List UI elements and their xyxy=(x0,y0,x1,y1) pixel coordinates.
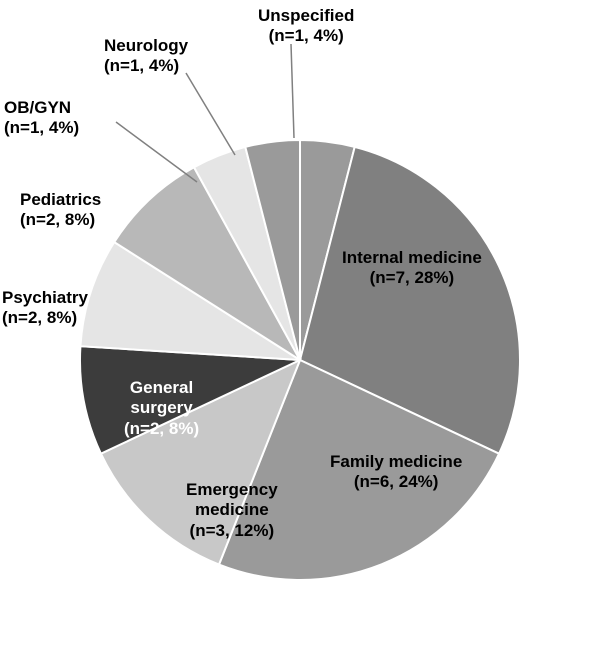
label-value-internal_medicine: (n=7, 28%) xyxy=(342,268,482,288)
label-name-internal_medicine: Internal medicine xyxy=(342,248,482,268)
label-value-neurology: (n=1, 4%) xyxy=(104,56,188,76)
label-family_medicine: Family medicine(n=6, 24%) xyxy=(330,452,462,493)
label-general_surgery: Generalsurgery(n=2, 8%) xyxy=(124,378,199,439)
label-unspecified: Unspecified(n=1, 4%) xyxy=(258,6,354,47)
label-value-general_surgery: (n=2, 8%) xyxy=(124,419,199,439)
label-name-emergency_medicine: Emergency xyxy=(186,480,278,500)
label-value-unspecified: (n=1, 4%) xyxy=(258,26,354,46)
label-psychiatry: Psychiatry(n=2, 8%) xyxy=(2,288,88,329)
label-name-general_surgery: General xyxy=(124,378,199,398)
label-pediatrics: Pediatrics(n=2, 8%) xyxy=(20,190,101,231)
label-obgyn: OB/GYN(n=1, 4%) xyxy=(4,98,79,139)
label-value-family_medicine: (n=6, 24%) xyxy=(330,472,462,492)
label-name-unspecified: Unspecified xyxy=(258,6,354,26)
label-name-general_surgery: surgery xyxy=(124,398,199,418)
label-neurology: Neurology(n=1, 4%) xyxy=(104,36,188,77)
pie-svg xyxy=(0,0,596,653)
label-emergency_medicine: Emergencymedicine(n=3, 12%) xyxy=(186,480,278,541)
label-internal_medicine: Internal medicine(n=7, 28%) xyxy=(342,248,482,289)
leader-neurology xyxy=(186,73,235,155)
label-value-emergency_medicine: (n=3, 12%) xyxy=(186,521,278,541)
label-value-obgyn: (n=1, 4%) xyxy=(4,118,79,138)
pie-chart: Unspecified(n=1, 4%)Internal medicine(n=… xyxy=(0,0,596,653)
leader-unspecified xyxy=(291,44,294,138)
leader-obgyn xyxy=(116,122,197,182)
label-name-psychiatry: Psychiatry xyxy=(2,288,88,308)
label-value-pediatrics: (n=2, 8%) xyxy=(20,210,101,230)
label-name-emergency_medicine: medicine xyxy=(186,500,278,520)
label-value-psychiatry: (n=2, 8%) xyxy=(2,308,88,328)
label-name-neurology: Neurology xyxy=(104,36,188,56)
label-name-family_medicine: Family medicine xyxy=(330,452,462,472)
label-name-pediatrics: Pediatrics xyxy=(20,190,101,210)
label-name-obgyn: OB/GYN xyxy=(4,98,79,118)
